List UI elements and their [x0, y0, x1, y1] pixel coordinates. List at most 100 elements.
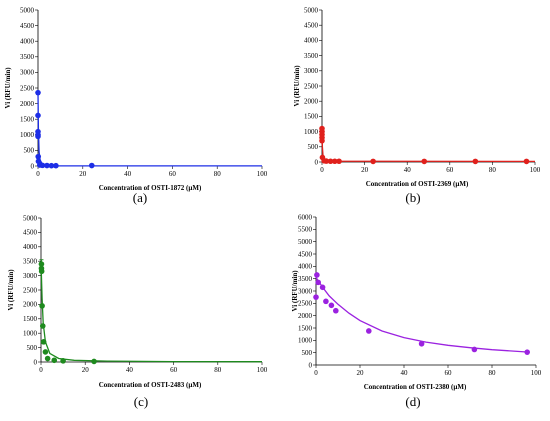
fit-curve: [37, 92, 262, 167]
y-tick-label: 3000: [23, 272, 38, 280]
data-point: [39, 303, 45, 309]
data-point: [38, 261, 45, 267]
x-tick-label: 60: [445, 369, 453, 377]
y-tick-label: 5000: [304, 6, 319, 14]
data-point: [39, 323, 46, 329]
y-axis-title: Vi (RFU/min): [4, 67, 12, 109]
data-point: [418, 340, 425, 347]
x-axis-title: Concentration of OSTI-2369 (µM): [366, 180, 469, 188]
x-tick-label: 0: [320, 166, 324, 174]
panel-b: 0500100015002000250030003500400045005000…: [293, 6, 541, 205]
y-tick-label: 3000: [20, 69, 35, 77]
y-tick-label: 3000: [298, 287, 313, 295]
data-point: [60, 358, 66, 364]
x-tick-label: 60: [446, 166, 454, 174]
fit-curve: [40, 261, 263, 363]
y-tick-label: 0: [31, 162, 35, 170]
data-point: [44, 355, 51, 362]
data-point: [333, 307, 339, 314]
panel-label: (d): [405, 394, 420, 409]
y-tick-label: 0: [315, 158, 319, 166]
y-tick-label: 4500: [304, 22, 319, 30]
data-point: [53, 162, 59, 169]
y-axis-title: Vi (RFU/min): [293, 65, 301, 107]
x-tick-label: 0: [314, 369, 318, 377]
x-tick-label: 40: [126, 366, 134, 374]
y-tick-label: 1500: [23, 315, 38, 323]
y-tick-label: 4000: [20, 38, 35, 46]
x-tick-label: 20: [361, 166, 369, 174]
y-tick-label: 2000: [298, 312, 313, 320]
y-tick-label: 500: [308, 143, 319, 151]
y-tick-label: 3500: [298, 275, 313, 283]
x-tick-label: 80: [214, 170, 222, 178]
x-tick-label: 0: [39, 366, 43, 374]
y-tick-label: 1000: [304, 128, 319, 136]
panel-a: 0500100015002000250030003500400045005000…: [4, 6, 268, 205]
y-tick-label: 4500: [23, 229, 38, 237]
y-tick-label: 3000: [304, 67, 319, 75]
x-tick-label: 80: [489, 369, 497, 377]
y-tick-label: 4000: [304, 37, 319, 45]
data-point: [319, 284, 326, 291]
panel-label: (a): [133, 190, 147, 205]
y-tick-label: 4500: [298, 250, 313, 258]
data-point: [38, 268, 45, 275]
y-tick-label: 500: [27, 344, 38, 352]
data-point: [39, 162, 46, 169]
y-tick-label: 4500: [20, 22, 35, 30]
data-point: [366, 328, 372, 334]
y-tick-label: 3500: [20, 53, 35, 61]
y-tick-label: 1000: [20, 131, 35, 139]
panel-c: 0500100015002000250030003500400045005000…: [7, 214, 268, 409]
data-point: [314, 272, 320, 278]
data-point: [319, 137, 325, 144]
x-tick-label: 20: [82, 366, 90, 374]
y-tick-label: 2500: [20, 84, 35, 92]
data-point: [336, 158, 342, 165]
data-point: [315, 279, 322, 286]
y-tick-label: 500: [24, 147, 35, 155]
data-point: [35, 112, 41, 119]
x-tick-label: 20: [79, 170, 87, 178]
y-axis-title: Vi (RFU/min): [291, 270, 299, 312]
data-point: [91, 358, 97, 365]
x-tick-label: 0: [36, 170, 40, 178]
y-axis-title: Vi (RFU/min): [7, 269, 15, 311]
y-tick-label: 1500: [298, 324, 313, 332]
x-tick-label: 40: [124, 170, 132, 178]
y-tick-label: 4000: [23, 243, 38, 251]
y-tick-label: 5000: [20, 6, 35, 14]
y-tick-label: 1500: [304, 113, 319, 121]
data-point: [35, 133, 41, 140]
x-axis-title: Concentration of OSTI-1872 (µM): [99, 184, 202, 192]
y-tick-label: 2000: [23, 301, 38, 309]
x-tick-label: 60: [169, 170, 177, 178]
data-point: [471, 346, 478, 353]
data-point: [328, 302, 335, 309]
panel-label: (c): [134, 394, 148, 409]
x-tick-label: 60: [170, 366, 178, 374]
y-tick-label: 1000: [23, 330, 38, 338]
x-axis-title: Concentration of OSTI-2483 (µM): [99, 381, 202, 389]
y-tick-label: 4000: [298, 263, 313, 271]
y-tick-label: 2500: [298, 300, 313, 308]
y-tick-label: 5000: [298, 238, 313, 246]
y-tick-label: 5500: [298, 226, 313, 234]
data-point: [472, 158, 479, 165]
x-tick-label: 80: [214, 366, 222, 374]
y-tick-label: 2500: [23, 286, 38, 294]
x-tick-label: 40: [404, 166, 412, 174]
y-tick-label: 3500: [304, 52, 319, 60]
data-point: [48, 162, 55, 169]
y-tick-label: 1500: [20, 116, 35, 124]
y-tick-label: 0: [309, 361, 313, 369]
data-point: [523, 158, 530, 165]
data-point: [35, 153, 42, 160]
data-point: [323, 158, 330, 164]
y-tick-label: 0: [34, 358, 38, 366]
x-tick-label: 100: [257, 366, 268, 374]
data-point: [51, 357, 58, 364]
data-point: [44, 162, 50, 169]
